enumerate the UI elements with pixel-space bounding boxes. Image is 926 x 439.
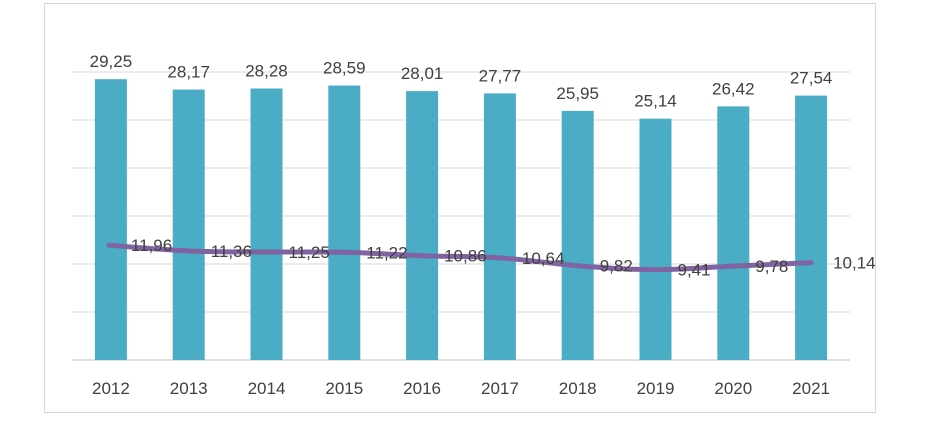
line-data-labels: 11,96 11,36 11,25 11,22 10,86 10,64 9,82 9,41 9,… [131, 236, 876, 279]
bar-label-2021: 27,54 [790, 69, 833, 88]
bar-label-2015: 28,59 [323, 59, 366, 78]
bar-label-2013: 28,17 [167, 63, 210, 82]
bar-2016 [406, 91, 439, 360]
x-tick-2015: 2015 [325, 379, 363, 398]
line-label-2012: 11,96 [131, 236, 172, 255]
bar-label-2020: 26,42 [712, 79, 755, 98]
bar-label-2014: 28,28 [245, 62, 288, 81]
bar-series [94, 79, 828, 361]
line-label-2020: 9,78 [755, 257, 788, 276]
line-label-2013: 11,36 [211, 242, 252, 261]
x-tick-2021: 2021 [792, 379, 830, 398]
bar-2013 [172, 89, 205, 361]
bar-label-2017: 27,77 [479, 66, 522, 85]
bar-2014 [250, 88, 283, 361]
x-tick-2020: 2020 [714, 379, 752, 398]
bar-label-2018: 25,95 [556, 84, 599, 103]
line-label-2017: 10,64 [522, 249, 565, 268]
x-tick-2018: 2018 [559, 379, 597, 398]
line-path [106, 242, 814, 273]
bar-2018 [561, 110, 594, 360]
bar-2019 [639, 118, 672, 360]
bar-label-2016: 28,01 [401, 64, 444, 83]
x-tick-2012: 2012 [92, 379, 130, 398]
line-label-2014: 11,25 [289, 243, 330, 262]
line-label-2018: 9,82 [600, 257, 633, 276]
x-tick-2013: 2013 [170, 379, 208, 398]
bar-2017 [483, 93, 516, 361]
x-tick-2019: 2019 [637, 379, 675, 398]
line-label-2021: 10,14 [833, 254, 876, 273]
bar-2020 [717, 106, 750, 360]
line-label-2019: 9,41 [678, 261, 711, 280]
x-tick-2016: 2016 [403, 379, 441, 398]
bar-data-labels: 29,25 28,17 28,28 28,59 28,01 27,77 25,95 25,14… [90, 52, 833, 110]
bar-label-2019: 25,14 [634, 92, 677, 111]
line-label-2015: 11,22 [366, 243, 407, 262]
x-tick-2017: 2017 [481, 379, 519, 398]
bar-label-2012: 29,25 [90, 52, 133, 71]
line-series [106, 242, 814, 273]
x-axis-ticks: 2012 2013 2014 2015 2016 2017 2018 2019 2020 2021 [92, 379, 830, 398]
bar-2012 [94, 79, 127, 360]
line-label-2016: 10,86 [444, 247, 487, 266]
bar-2021 [795, 95, 828, 360]
bar-2015 [328, 85, 361, 360]
x-tick-2014: 2014 [248, 379, 286, 398]
